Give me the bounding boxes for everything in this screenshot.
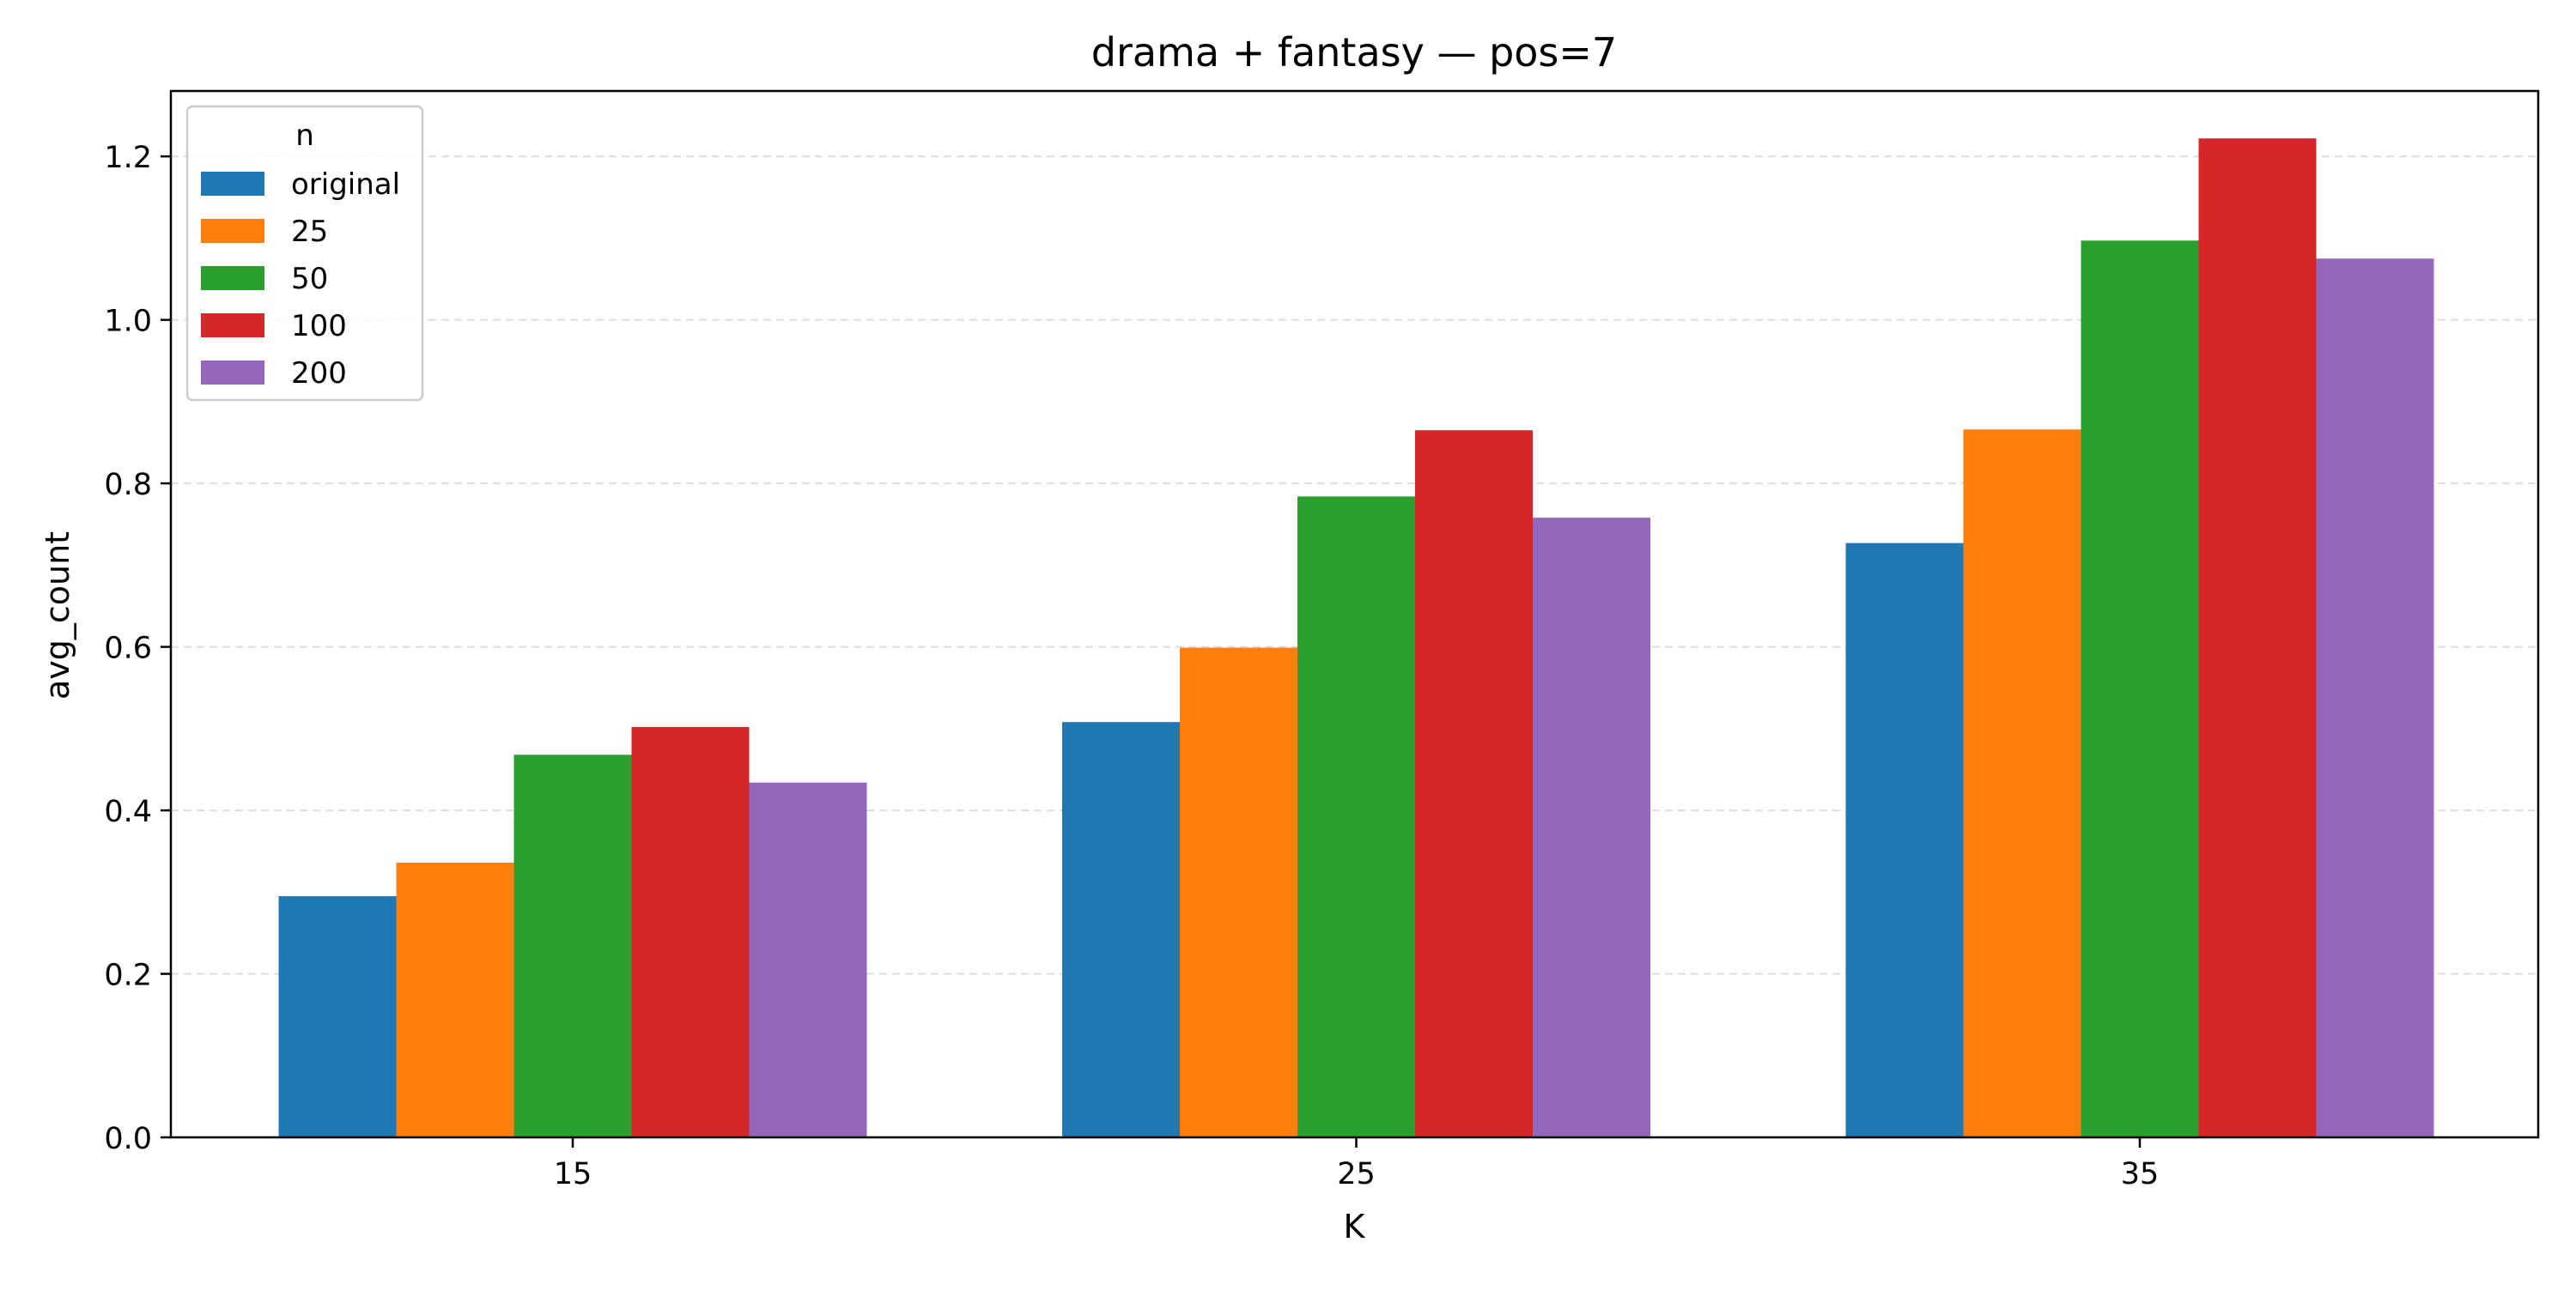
bar-25-50 bbox=[1297, 496, 1415, 1137]
bars-layer bbox=[278, 138, 2434, 1137]
legend-title: n bbox=[295, 118, 314, 153]
y-tick-label: 0.8 bbox=[104, 468, 152, 502]
y-axis: 0.0 0.2 0.4 0.6 0.8 1.0 1.2 bbox=[104, 141, 171, 1156]
bar-25-original bbox=[1062, 722, 1180, 1137]
bar-15-25 bbox=[396, 863, 514, 1137]
legend-label-25: 25 bbox=[291, 215, 328, 249]
legend-swatch-200 bbox=[201, 361, 264, 385]
legend-label-original: original bbox=[291, 167, 400, 202]
bar-15-50 bbox=[513, 755, 632, 1137]
chart-title: drama + fantasy — pos=7 bbox=[1091, 29, 1617, 76]
y-tick-label: 1.2 bbox=[104, 141, 152, 175]
y-axis-label: avg_count bbox=[39, 531, 76, 700]
bar-35-100 bbox=[2198, 138, 2317, 1137]
bar-35-50 bbox=[2081, 240, 2199, 1137]
y-tick-label: 0.6 bbox=[104, 632, 152, 666]
y-tick-label: 0.0 bbox=[104, 1122, 152, 1156]
y-tick-label: 0.4 bbox=[104, 795, 152, 829]
bar-15-original bbox=[278, 896, 397, 1137]
plot-frame bbox=[169, 89, 2540, 1139]
bar-25-25 bbox=[1180, 647, 1297, 1137]
bar-35-25 bbox=[1963, 429, 2081, 1137]
bar-15-100 bbox=[631, 726, 750, 1137]
bar-35-original bbox=[1845, 542, 1964, 1137]
legend-label-200: 200 bbox=[291, 356, 347, 391]
legend-swatch-25 bbox=[201, 219, 264, 243]
bar-15-200 bbox=[749, 782, 867, 1137]
legend-label-50: 50 bbox=[291, 262, 328, 296]
x-axis-label: K bbox=[1344, 1208, 1366, 1246]
x-tick-label: 15 bbox=[554, 1157, 592, 1191]
legend-swatch-original bbox=[201, 172, 264, 196]
legend-swatch-100 bbox=[201, 313, 264, 337]
x-tick-label: 25 bbox=[1337, 1157, 1376, 1191]
bar-25-200 bbox=[1533, 518, 1650, 1137]
legend: n original 25 50 100 200 bbox=[185, 105, 424, 402]
y-tick-label: 1.0 bbox=[104, 305, 152, 339]
x-tick-label: 35 bbox=[2121, 1157, 2160, 1191]
legend-label-100: 100 bbox=[291, 309, 347, 343]
x-axis: 15 25 35 bbox=[554, 1137, 2160, 1191]
y-tick-label: 0.2 bbox=[104, 959, 152, 993]
bar-25-100 bbox=[1415, 430, 1533, 1137]
legend-swatch-50 bbox=[201, 266, 264, 290]
bar-35-200 bbox=[2316, 258, 2434, 1137]
